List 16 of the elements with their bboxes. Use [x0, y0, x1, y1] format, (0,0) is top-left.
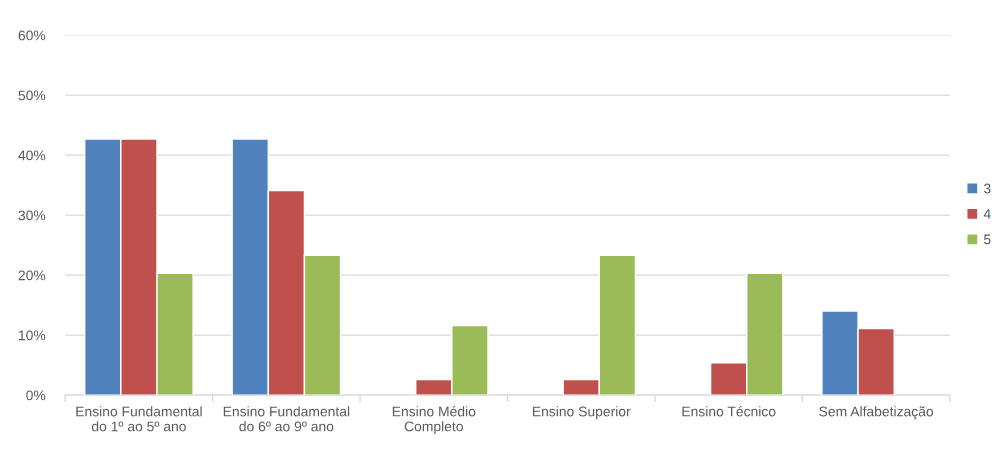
y-tick-label: 40%: [18, 150, 46, 161]
x-tick-label: Ensino Fundamental do 6º ao 9º ano: [223, 406, 350, 432]
y-tick-label: 10%: [19, 330, 46, 341]
y-tick-label: 50%: [18, 90, 46, 101]
legend-label: 3: [983, 183, 991, 194]
y-tick-label: 30%: [18, 210, 46, 221]
x-tick-label: Ensino Técnico: [682, 406, 776, 417]
x-tick-label: Ensino Médio Completo: [392, 406, 476, 435]
legend-label: 5: [983, 234, 991, 245]
x-tick-label: Ensino Superior: [532, 406, 631, 420]
x-tick-label: Ensino Fundamental do 1º ao 5º ano: [76, 406, 202, 432]
x-tick-label: Sem Alfabetização: [819, 406, 934, 420]
y-tick-label: 0%: [26, 390, 46, 401]
y-tick-label: 20%: [18, 270, 46, 281]
legend-label: 4: [983, 209, 991, 219]
y-tick-label: 60%: [18, 30, 46, 41]
